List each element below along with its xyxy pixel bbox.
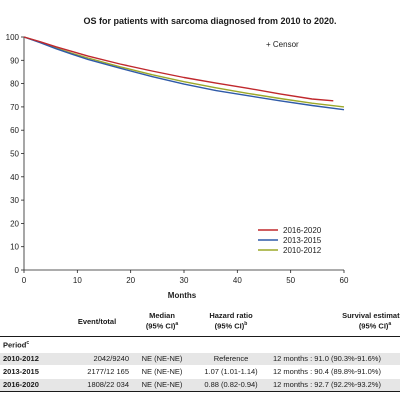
results-table-container: Event/total Median (95% CI)a Hazard rati…	[0, 306, 400, 400]
x-tick-label: 10	[73, 276, 82, 285]
row-period: 2010-2012	[0, 351, 62, 365]
series-line-2013-2015	[23, 36, 345, 111]
table-header-row: Event/total Median (95% CI)a Hazard rati…	[0, 306, 400, 337]
header-events: Event/total	[77, 316, 117, 326]
header-median: Median (95% CI)a	[145, 311, 179, 331]
x-tick-label: 20	[126, 276, 135, 285]
row-hazard: 0.88 (0.82-0.94)	[192, 377, 270, 392]
row-period: 2016-2020	[0, 377, 62, 392]
table-row: 2013-2015 2177/12 165 NE (NE-NE) 1.07 (1…	[0, 364, 400, 378]
y-tick-label: 40	[10, 173, 19, 182]
x-tick-label: 0	[22, 276, 27, 285]
y-tick-label: 80	[10, 80, 19, 89]
row-events: 1808/22 034	[62, 377, 132, 392]
x-tick-label: 40	[233, 276, 242, 285]
legend-label: 2016-2020	[283, 226, 322, 235]
period-label: Periodc	[0, 336, 400, 352]
row-survival: 12 months : 90.4 (89.8%-91.0%)	[270, 364, 400, 378]
header-blank	[0, 306, 62, 337]
series-line-2016-2020	[23, 36, 334, 102]
series-lines	[23, 36, 345, 111]
y-tick-label: 20	[10, 219, 19, 228]
x-axis-title: Months	[168, 291, 197, 300]
axes: 0 10 20 30 40 50 60 70 80 90 100 0 10 20 30 40 50 60	[6, 33, 349, 285]
legend-label: 2010-2012	[283, 246, 322, 255]
x-tick-label: 30	[180, 276, 189, 285]
row-median: NE (NE-NE)	[132, 364, 192, 378]
table-row: 2016-2020 1808/22 034 NE (NE-NE) 0.88 (0…	[0, 377, 400, 392]
y-tick-label: 50	[10, 150, 19, 159]
row-hazard: Reference	[192, 351, 270, 365]
y-tick-label: 100	[6, 33, 20, 42]
row-events: 2177/12 165	[62, 364, 132, 378]
results-table: Event/total Median (95% CI)a Hazard rati…	[0, 306, 400, 392]
x-tick-label: 60	[340, 276, 349, 285]
row-events: 2042/9240	[62, 351, 132, 365]
y-tick-label: 10	[10, 243, 19, 252]
y-tick-label: 70	[10, 103, 19, 112]
km-chart: OS for patients with sarcoma diagnosed f…	[6, 16, 349, 300]
row-hazard: 1.07 (1.01-1.14)	[192, 364, 270, 378]
header-hazard-ratio: Hazard ratio (95% CI)b	[209, 311, 253, 331]
row-survival: 12 months : 92.7 (92.2%-93.2%)	[270, 377, 400, 392]
period-label-row: Periodc	[0, 336, 400, 352]
row-median: NE (NE-NE)	[132, 351, 192, 365]
y-tick-label: 0	[15, 266, 20, 275]
y-tick-label: 30	[10, 196, 19, 205]
row-median: NE (NE-NE)	[132, 377, 192, 392]
header-survival: Survival estimates (95% CI)a	[342, 311, 400, 331]
y-tick-label: 60	[10, 126, 19, 135]
row-survival: 12 months : 91.0 (90.3%-91.6%)	[270, 351, 400, 365]
chart-title: OS for patients with sarcoma diagnosed f…	[83, 16, 336, 26]
x-tick-label: 50	[286, 276, 295, 285]
y-tick-label: 90	[10, 56, 19, 65]
legend-label: 2013-2015	[283, 236, 322, 245]
censor-legend: + Censor	[266, 40, 299, 49]
table-row: 2010-2012 2042/9240 NE (NE-NE) Reference…	[0, 351, 400, 365]
row-period: 2013-2015	[0, 364, 62, 378]
